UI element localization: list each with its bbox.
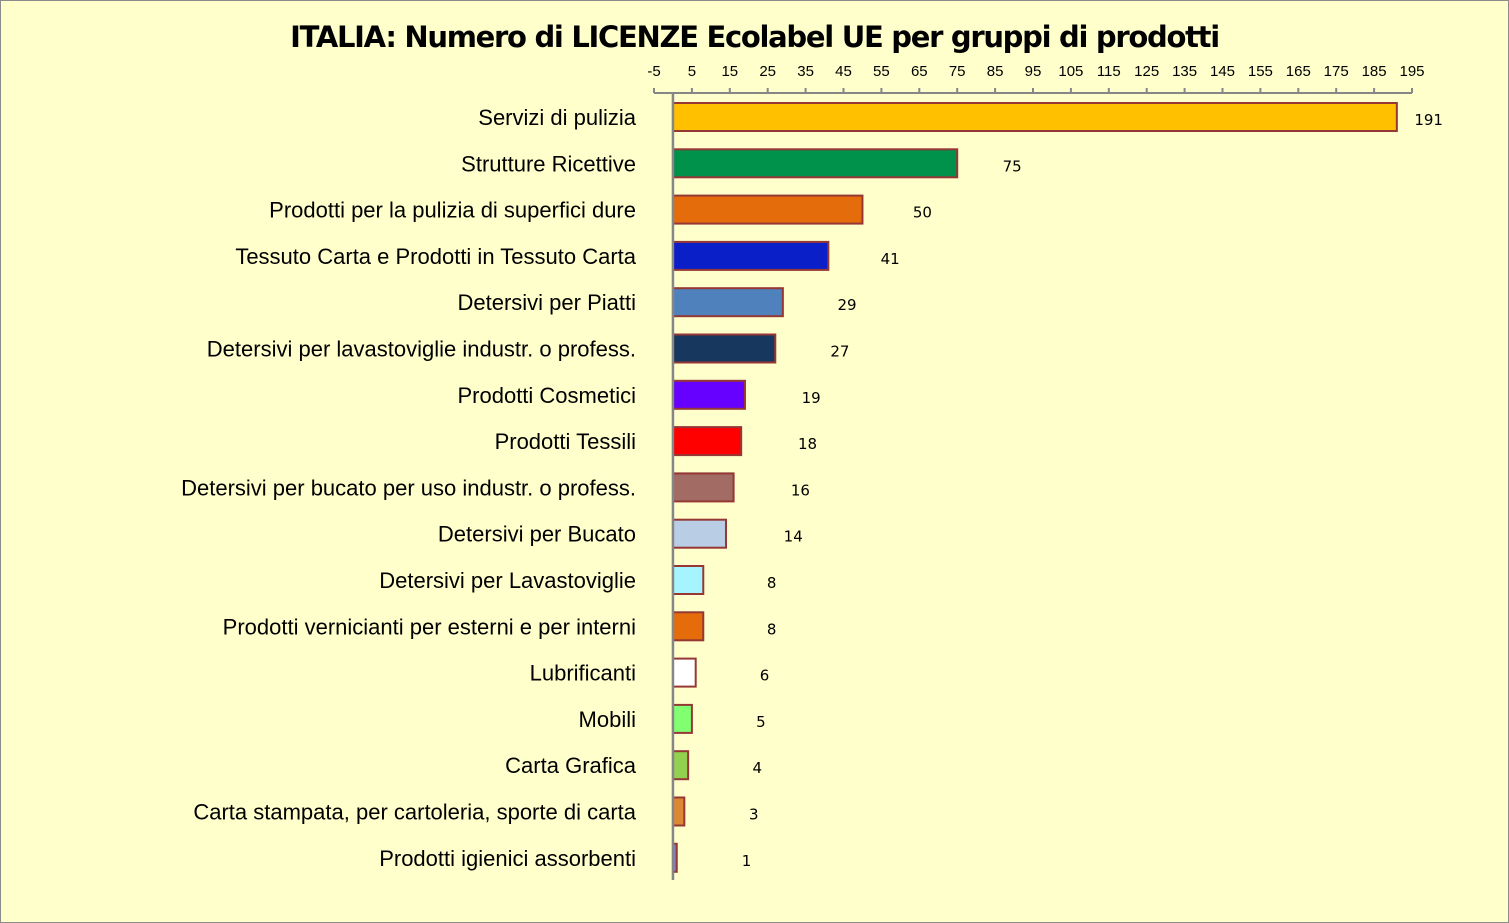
- bar: [671, 518, 728, 549]
- x-tick-label: 195: [1399, 63, 1424, 80]
- x-tick-label: 135: [1172, 63, 1197, 80]
- bar: [671, 472, 735, 503]
- data-label: 19: [802, 389, 821, 407]
- x-tick-label: 95: [1025, 63, 1042, 80]
- category-label: Carta stampata, per cartoleria, sporte d…: [193, 800, 636, 825]
- data-label: 29: [838, 296, 857, 314]
- x-tick-label: 35: [797, 63, 814, 80]
- category-label: Detersivi per bucato per uso industr. o …: [181, 475, 636, 500]
- x-tick-label: 15: [721, 63, 738, 80]
- x-tick-label: 155: [1248, 63, 1273, 80]
- category-label: Strutture Ricettive: [461, 151, 636, 176]
- category-label: Lubrificanti: [530, 661, 636, 686]
- category-label: Prodotti vernicianti per esterni e per i…: [223, 614, 636, 639]
- data-label: 191: [1414, 111, 1443, 129]
- x-tick-label: 185: [1362, 63, 1387, 80]
- x-tick-label: 25: [759, 63, 776, 80]
- bar: [671, 379, 746, 410]
- x-tick-label: 75: [949, 63, 966, 80]
- x-tick-label: 5: [688, 63, 696, 80]
- category-label: Servizi di pulizia: [478, 105, 636, 130]
- data-label: 75: [1003, 157, 1022, 175]
- category-label: Tessuto Carta e Prodotti in Tessuto Cart…: [235, 244, 636, 269]
- data-label: 4: [753, 759, 763, 777]
- category-label: Prodotti igienici assorbenti: [379, 846, 636, 871]
- data-label: 5: [756, 713, 766, 731]
- data-label: 27: [830, 343, 849, 361]
- x-tick-label: 125: [1134, 63, 1159, 80]
- x-tick-label: 145: [1210, 63, 1235, 80]
- data-label: 41: [881, 250, 900, 268]
- data-label: 14: [784, 528, 803, 546]
- x-tick-label: 175: [1324, 63, 1349, 80]
- bar: [671, 796, 686, 827]
- data-label: 18: [798, 435, 817, 453]
- bar: [671, 750, 690, 781]
- data-label: 50: [913, 204, 932, 222]
- bar: [671, 333, 777, 364]
- x-tick-label: 165: [1286, 63, 1311, 80]
- category-label: Detersivi per lavastoviglie industr. o p…: [207, 337, 636, 362]
- bar: [671, 148, 959, 179]
- data-label: 1: [742, 852, 752, 870]
- bar: [671, 565, 705, 595]
- bar: [671, 426, 743, 457]
- x-tick-label: 85: [987, 63, 1004, 80]
- category-label: Prodotti per la pulizia di superfici dur…: [269, 198, 636, 223]
- data-label: 6: [760, 667, 770, 685]
- category-label: Carta Grafica: [505, 753, 637, 778]
- category-label: Mobili: [579, 707, 636, 732]
- x-tick-label: 55: [873, 63, 890, 80]
- x-tick-label: 45: [835, 63, 852, 80]
- bar: [671, 102, 1398, 132]
- bar: [671, 287, 784, 318]
- x-tick-label: 65: [911, 63, 928, 80]
- bar: [671, 657, 697, 688]
- data-label: 8: [767, 574, 777, 592]
- x-tick-label: 115: [1097, 63, 1121, 80]
- data-label: 16: [791, 481, 810, 499]
- bar: [671, 611, 705, 642]
- category-label: Prodotti Tessili: [495, 429, 636, 454]
- bar: [671, 703, 693, 734]
- category-label: Detersivi per Piatti: [457, 290, 636, 315]
- bar: [671, 240, 830, 271]
- data-label: 8: [767, 620, 777, 638]
- x-tick-label: 105: [1058, 63, 1083, 80]
- category-label: Detersivi per Lavastoviglie: [379, 568, 636, 593]
- category-label: Detersivi per Bucato: [438, 522, 636, 547]
- category-label: Prodotti Cosmetici: [457, 383, 636, 408]
- x-tick-label: -5: [647, 63, 660, 80]
- bar: [671, 194, 864, 225]
- data-label: 3: [749, 806, 759, 824]
- chart-title: ITALIA: Numero di LICENZE Ecolabel UE pe…: [290, 20, 1220, 54]
